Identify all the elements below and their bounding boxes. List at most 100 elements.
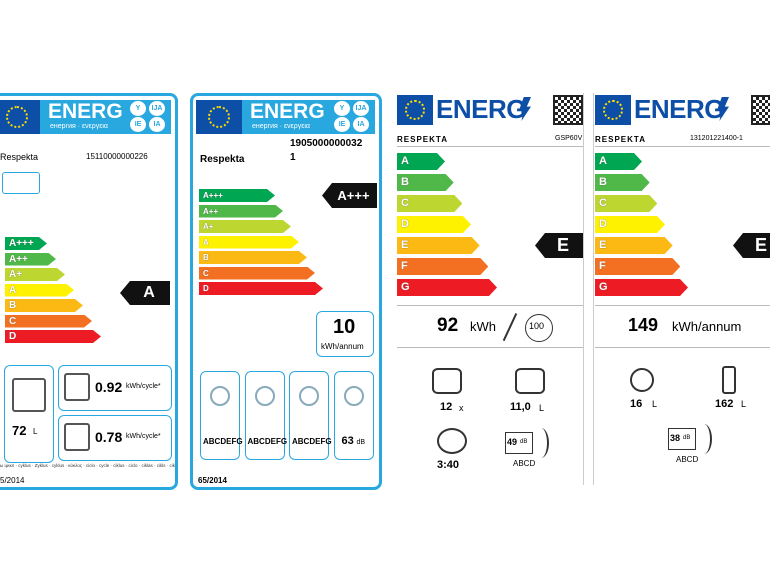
noise-value: 38 [670, 433, 681, 443]
feature-icon [254, 386, 275, 406]
noise-unit: dB [520, 439, 528, 445]
energy-class-bar: A+++ [199, 189, 275, 202]
energy-class-bar: A [199, 236, 299, 249]
qr-code [553, 95, 583, 125]
noise-unit: dB [683, 435, 691, 441]
languages: ы цикл · cyklus · Zyklus · cyklus · κύκλ… [0, 463, 175, 468]
header-title: ENERG [634, 94, 724, 124]
brand: Respekta [200, 154, 245, 165]
language-badge: IJA [149, 101, 165, 116]
energy-class-bar: A [5, 284, 74, 297]
energy-class-bar: A [397, 153, 445, 170]
feature-icon [437, 428, 467, 454]
energy-class-bar: D [397, 216, 471, 233]
language-badge: Y [334, 101, 350, 116]
energy-class-bar: E [595, 237, 673, 254]
feature-value: 63 [341, 435, 354, 447]
energy-class-bar: G [595, 279, 688, 296]
panel [333, 371, 374, 460]
brand: RESPEKTA [397, 135, 448, 144]
regulation: 65/2014 [198, 476, 227, 485]
header-subtitle: енергия · ενεργεια [50, 123, 108, 130]
language-badge: IA [353, 117, 369, 132]
feature-unit: L [741, 399, 747, 409]
model: 131201221400-1 [690, 135, 743, 142]
language-badge: IA [149, 117, 165, 132]
header-title: ENERG [48, 100, 123, 123]
model: 15110000000226 [86, 152, 148, 161]
rating-arrow: E [535, 233, 583, 258]
consumption-unit: kWh/cycle* [126, 433, 161, 440]
cycles-circle [525, 314, 553, 342]
energy-class-bar: C [199, 267, 315, 280]
consumption-unit: kWh/cycle* [126, 383, 161, 390]
panel [58, 415, 172, 461]
energy-class-bar: C [5, 315, 92, 328]
feature-value: 11,0 [510, 401, 531, 413]
energy-class-bar: F [397, 258, 488, 275]
label-frame [190, 93, 382, 490]
rule [595, 146, 770, 147]
header-subtitle: енергия · ενεργεια [252, 123, 310, 130]
consumption-unit: kWh/annum [321, 342, 364, 351]
label-edge [583, 93, 584, 485]
energy-class-bar: A [595, 153, 642, 170]
energy-class-bar: A+ [199, 220, 291, 233]
energy-class-bar: A+ [5, 268, 65, 281]
feature-icon [432, 368, 462, 394]
header-title: ENERG [436, 94, 526, 124]
feature-value: 3:40 [437, 459, 460, 471]
oven-icon [12, 378, 46, 412]
feature-scale: ABCDEFG [292, 437, 332, 446]
feature-icon [722, 366, 736, 394]
energy-class-bar: D [199, 282, 323, 295]
rule [397, 146, 583, 147]
sound-waves [533, 428, 549, 458]
cycles: 100 [529, 321, 545, 331]
model-line2: 1 [290, 152, 296, 163]
feature-icon [343, 386, 364, 406]
consumption-value: 149 [628, 315, 659, 335]
noise-scale: ABCD [676, 455, 699, 464]
oven-icon [64, 423, 90, 451]
rule [595, 347, 770, 348]
panel [58, 365, 172, 411]
energy-class-bar: B [5, 299, 83, 312]
rule [397, 347, 583, 348]
feature-value: 12 [440, 401, 453, 413]
eu-stars [5, 105, 29, 129]
regulation: 5/2014 [0, 476, 25, 485]
language-badge: IE [130, 117, 146, 132]
consumption-unit: kWh/annum [672, 319, 742, 334]
energy-class-bar: E [397, 237, 480, 254]
energy-class-bar: B [595, 174, 650, 191]
model: GSP60V [555, 135, 583, 142]
volume: 72 [12, 423, 27, 438]
speaker-box [505, 432, 533, 454]
model: 1905000000032 [290, 138, 363, 149]
panel [4, 365, 54, 463]
speaker-box [668, 428, 696, 450]
appliance-icon [2, 172, 40, 194]
feature-unit: dB [356, 439, 366, 446]
brand: RESPEKTA [595, 135, 646, 144]
panel [200, 371, 240, 460]
feature-unit: L [652, 399, 658, 409]
consumption-value: 10 [333, 316, 356, 338]
energy-class-bar: B [199, 251, 307, 264]
panel [244, 371, 285, 460]
label-frame [0, 93, 178, 490]
consumption-value: 92 [437, 315, 459, 336]
language-badge: IJA [353, 101, 369, 116]
language-badge: IE [334, 117, 350, 132]
energy-class-bar: C [595, 195, 657, 212]
energy-class-bar: C [397, 195, 462, 212]
rating-arrow: E [733, 233, 770, 258]
feature-unit: L [539, 403, 545, 413]
slash [502, 313, 517, 341]
feature-value: 162 [715, 398, 734, 410]
energy-class-bar: F [595, 258, 680, 275]
noise-value: 49 [507, 437, 518, 447]
qr-code [751, 95, 770, 125]
